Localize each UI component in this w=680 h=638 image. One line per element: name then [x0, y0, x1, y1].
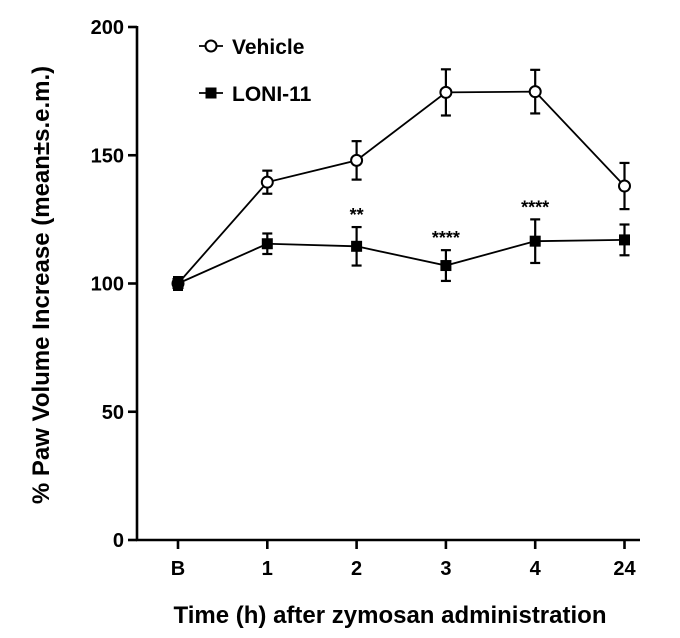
legend-label: LONI-11 [232, 83, 312, 106]
significance-marker: ** [350, 205, 364, 225]
series-loni-11 [172, 218, 630, 292]
significance-annotations: ********** [350, 197, 550, 248]
legend-marker-filled-square [205, 87, 217, 99]
data-point-open-circle [260, 175, 274, 189]
data-point-filled-square [351, 240, 363, 252]
legend-item: Vehicle [199, 36, 304, 59]
series-line [177, 90, 626, 285]
x-tick-label: B [171, 558, 185, 580]
data-point-filled-square [619, 234, 630, 246]
data-point-filled-square [529, 235, 541, 247]
y-tick-label: 200 [91, 17, 124, 39]
y-tick-label: 100 [91, 274, 124, 296]
x-tick-label: 1 [262, 558, 273, 580]
y-tick-label: 150 [91, 145, 124, 167]
data-point-filled-square [261, 238, 273, 250]
legend-label: Vehicle [232, 36, 304, 59]
x-tick-label: 3 [440, 558, 451, 580]
data-point-open-circle [439, 85, 453, 99]
legend: Vehicle LONI-11 [199, 36, 312, 106]
x-tick-label: 2 [351, 558, 362, 580]
x-axis-ticks: B 1 2 3 4 24 [171, 540, 636, 580]
y-axis-ticks: 0 50 100 150 200 [91, 17, 137, 552]
legend-marker-open-circle [204, 39, 218, 53]
significance-marker: **** [432, 228, 460, 248]
series-line [177, 238, 625, 285]
y-tick-label: 50 [102, 402, 124, 424]
axes [135, 26, 640, 542]
x-axis-title: Time (h) after zymosan administration [174, 602, 607, 629]
series-vehicle [171, 68, 631, 292]
data-point-open-circle [528, 85, 542, 99]
data-point-open-circle [618, 179, 631, 193]
legend-item: LONI-11 [199, 83, 312, 106]
x-tick-label: 4 [530, 558, 542, 580]
data-point-filled-square [172, 278, 184, 289]
y-tick-label: 0 [113, 530, 124, 552]
significance-marker: **** [521, 197, 549, 217]
x-tick-label: 24 [613, 558, 636, 580]
data-point-open-circle [350, 153, 364, 167]
data-point-filled-square [440, 260, 452, 272]
y-axis-title: % Paw Volume Increase (mean±s.e.m.) [28, 66, 55, 504]
series-group [171, 68, 631, 292]
